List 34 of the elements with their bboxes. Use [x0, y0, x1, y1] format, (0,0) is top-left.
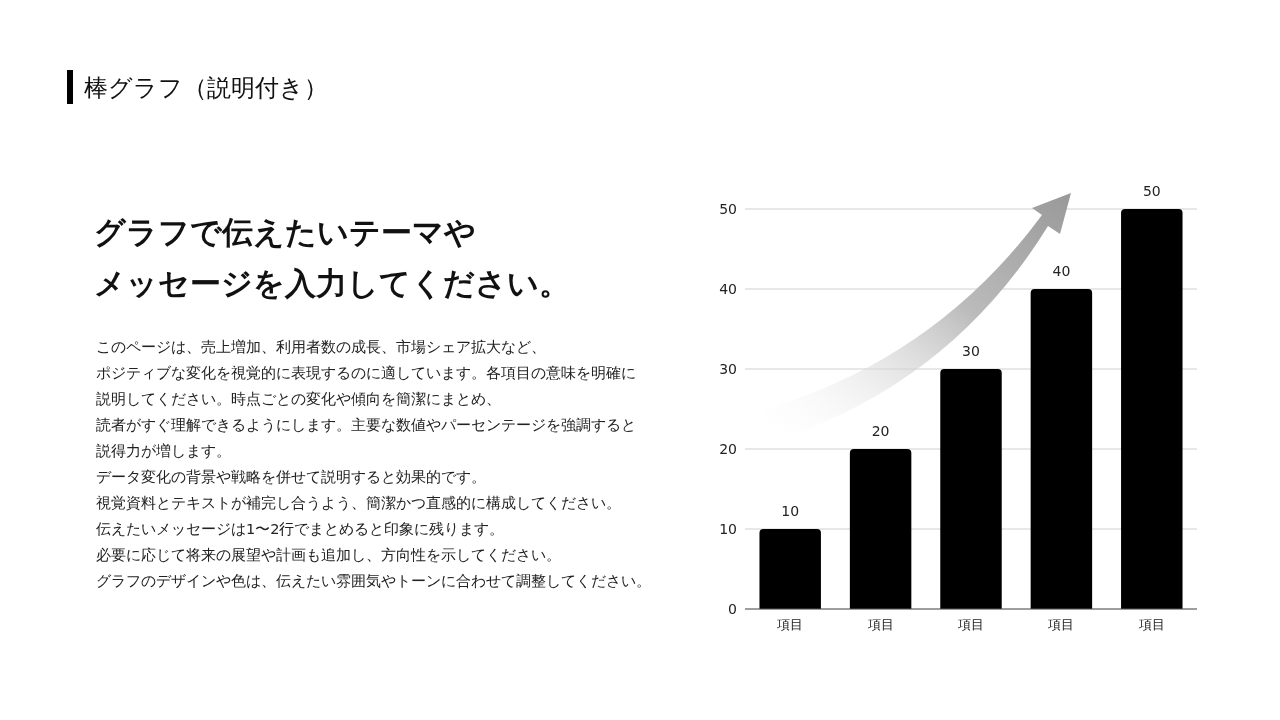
text: 読者がすぐ理解できるようにします。主要な数値やパーセンテージを強調すると — [96, 417, 636, 433]
bar — [849, 449, 912, 609]
x-tick-label: 項目 — [776, 617, 804, 632]
text: 視覚資料とテキストが補完し合うよう、簡潔かつ直感的に構成してください。 — [96, 495, 621, 511]
data-label: 20 — [871, 423, 890, 439]
y-tick-label: 40 — [719, 280, 737, 297]
data-label: 30 — [962, 343, 980, 359]
y-tick-label: 10 — [719, 520, 737, 537]
x-tick-label: 項目 — [1047, 617, 1075, 632]
text: ポジティブな変化を視覚的に表現するのに適しています。各項目の意味を明確に — [96, 365, 636, 381]
bar — [1121, 209, 1183, 609]
bar — [759, 529, 821, 609]
text: メッセージを入力してください。 — [94, 265, 570, 301]
text: グラフで伝えたいテーマや — [94, 214, 476, 250]
y-tick-label: 30 — [719, 360, 737, 377]
text: 説明してください。時点ごとの変化や傾向を簡潔にまとめ、 — [96, 391, 501, 407]
y-tick-label: 0 — [728, 600, 737, 617]
bar — [940, 369, 1002, 609]
y-tick-label: 20 — [719, 440, 737, 457]
text: 必要に応じて将来の展望や計画も追加し、方向性を示してください。 — [96, 547, 561, 563]
y-tick-label: 50 — [719, 200, 737, 217]
text: グラフのデザインや色は、伝えたい雰囲気やトーンに合わせて調整してください。 — [96, 573, 651, 589]
x-tick-label: 項目 — [866, 617, 894, 632]
text: 棒グラフ（説明付き） — [84, 74, 328, 102]
text: 説得力が増します。 — [96, 443, 231, 459]
x-tick-label: 項目 — [1137, 617, 1165, 632]
data-label: 50 — [1142, 183, 1161, 199]
bar — [1030, 289, 1093, 609]
data-label: 10 — [781, 503, 800, 519]
text: 伝えたいメッセージは1〜2行でまとめると印象に残ります。 — [96, 521, 505, 537]
text: このページは、売上増加、利用者数の成長、市場シェア拡大など、 — [96, 339, 546, 355]
x-tick-label: 項目 — [957, 617, 984, 632]
text: データ変化の背景や戦略を併せて説明すると効果的です。 — [96, 469, 486, 485]
data-label: 40 — [1052, 263, 1071, 279]
